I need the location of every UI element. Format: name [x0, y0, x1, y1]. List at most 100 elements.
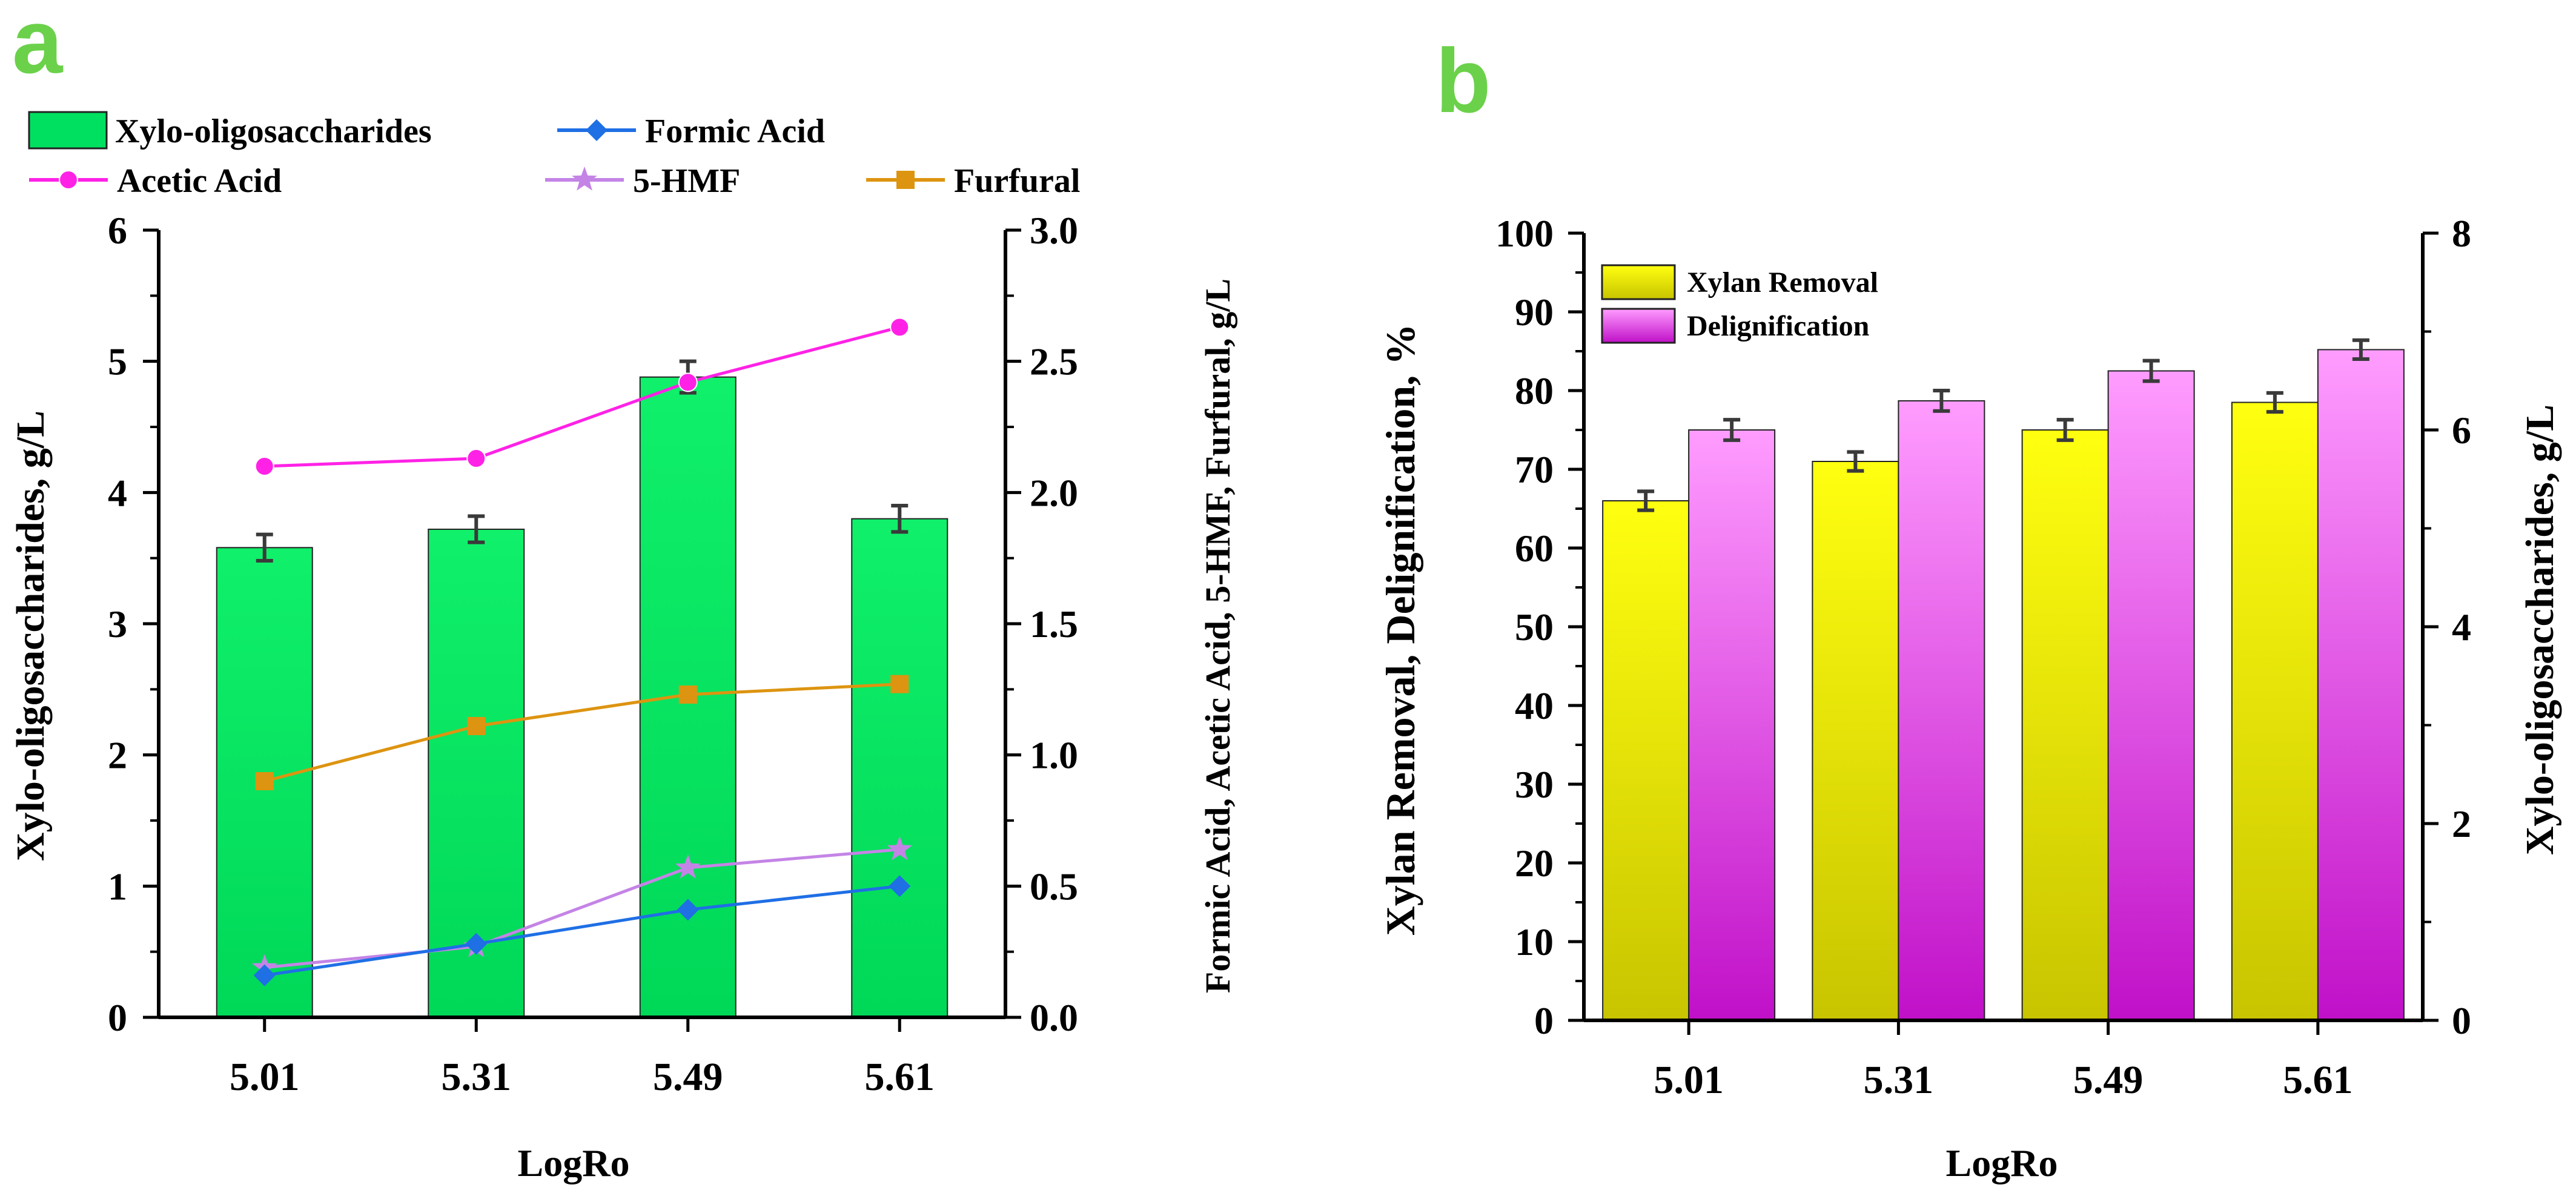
y-right-tick-label-2.5: 2.5 — [1030, 340, 1078, 383]
x-tick-label-5.61: 5.61 — [865, 1055, 935, 1099]
y-left-tick-label-30: 30 — [1515, 763, 1554, 806]
y-right-tick-label-6: 6 — [2452, 409, 2471, 452]
acetic-acid-point-5.31 — [466, 449, 486, 468]
formic-acid-point-5.61 — [889, 875, 911, 897]
y-right-tick-label-0.0: 0.0 — [1030, 996, 1078, 1039]
panel-a-plot: 0 1 2 3 4 5 6 0.0 0.5 1.0 1.5 2.0 2.5 3.0 5.01 5.31 5.49… — [108, 209, 1078, 1099]
furfural-point-5.61 — [890, 675, 909, 693]
panel-a-legend: Xylo-oligosaccharides Formic Acid Acetic A… — [28, 111, 1080, 200]
delignification-bar-5.31 — [1898, 400, 1985, 1021]
y-left-tick-label-20: 20 — [1515, 842, 1554, 885]
y-left-tick-label-80: 80 — [1515, 369, 1554, 412]
xylan-removal-bar-5.01 — [1602, 500, 1690, 1021]
legend-label-furfural: Furfural — [954, 162, 1080, 200]
y-right-tick-label-1.5: 1.5 — [1030, 603, 1078, 646]
legend-swatch-xylo-oligosaccharides — [28, 111, 108, 150]
delignification-bar-5.61 — [2317, 349, 2405, 1021]
legend-marker-formic-acid — [586, 119, 608, 141]
formic-acid-point-5.49 — [677, 899, 699, 921]
panel-a-label: a — [12, 0, 64, 92]
y-right-tick-label-2.0: 2.0 — [1030, 471, 1078, 514]
y-right-tick-label-2: 2 — [2452, 802, 2471, 845]
panel-b-y-axis-title-left: Xylan Removal, Delignification, % — [1377, 324, 1423, 936]
legend-swatch-xylan-removal — [1601, 264, 1676, 300]
furfural-point-5.31 — [467, 717, 486, 735]
xylan-removal-errorbar-5.01 — [1637, 489, 1655, 512]
xos-bar-5.61 — [851, 518, 949, 1018]
panel-a-y-axis-title-left: Xylo-oligosaccharides, g/L — [8, 411, 53, 861]
legend-label-formic-acid: Formic Acid — [645, 113, 825, 150]
xylan-removal-errorbar-5.31 — [1847, 450, 1864, 473]
y-right-tick-label-1.0: 1.0 — [1030, 734, 1078, 777]
x-tick-label-5.01: 5.01 — [1654, 1058, 1724, 1102]
y-left-tick-label-100: 100 — [1495, 212, 1554, 255]
furfural-line — [264, 682, 900, 783]
formic-acid-point-5.31 — [465, 933, 488, 955]
furfural-point-5.01 — [255, 772, 274, 790]
xylan-removal-errorbar-5.49 — [2056, 418, 2074, 442]
acetic-acid-point-5.49 — [678, 372, 698, 392]
legend-marker-5-hmf — [572, 167, 597, 191]
y-left-tick-label-3: 3 — [108, 603, 127, 646]
delignification-bar-5.01 — [1688, 429, 1776, 1021]
xos-errorbar-5.61 — [891, 504, 909, 534]
xos-errorbar-5.31 — [468, 514, 485, 544]
x-tick-label-5.31: 5.31 — [1864, 1058, 1934, 1102]
delignification-errorbar-5.01 — [1723, 418, 1741, 442]
y-left-tick-label-10: 10 — [1515, 920, 1554, 963]
y-left-tick-label-5: 5 — [108, 340, 127, 383]
y-left-tick-label-1: 1 — [108, 865, 127, 908]
xos-errorbar-5.01 — [256, 532, 273, 563]
5-hmf-line — [264, 848, 900, 969]
delignification-errorbar-5.31 — [1933, 389, 1950, 413]
panel-b-legend: Xylan Removal Delignification — [1601, 264, 1878, 344]
legend-marker-acetic-acid — [59, 170, 78, 190]
formic-acid-point-5.01 — [253, 964, 276, 986]
legend-label-xylo-oligosaccharides: Xylo-oligosaccharides — [115, 113, 432, 150]
x-tick-label-5.49: 5.49 — [2073, 1058, 2144, 1102]
y-left-tick-label-2: 2 — [108, 734, 127, 777]
panel-b-y-axis-title-right: Xylo-oligosaccharides, g/L — [2518, 405, 2562, 855]
5-hmf-point-5.49 — [675, 854, 701, 879]
y-left-tick-label-90: 90 — [1515, 291, 1554, 334]
y-left-tick-label-4: 4 — [108, 471, 127, 514]
xylan-removal-bar-5.61 — [2231, 401, 2319, 1021]
panel-b-x-axis-title: LogRo — [1946, 1141, 2058, 1184]
y-right-tick-label-3.0: 3.0 — [1030, 209, 1078, 252]
y-left-tick-label-70: 70 — [1515, 448, 1554, 491]
xylan-removal-bar-5.49 — [2021, 429, 2109, 1021]
legend-swatch-delignification — [1601, 308, 1676, 344]
xylan-removal-bar-5.31 — [1812, 461, 1899, 1021]
panel-a: a Xylo-oligosaccharides Formic Acid Acetic… — [8, 0, 1237, 1184]
x-tick-label-5.49: 5.49 — [653, 1055, 723, 1099]
legend-label-acetic-acid: Acetic Acid — [117, 162, 282, 200]
y-left-tick-label-60: 60 — [1515, 527, 1554, 570]
y-right-tick-label-8: 8 — [2452, 212, 2471, 255]
y-left-tick-label-0: 0 — [1534, 999, 1554, 1042]
y-left-tick-label-6: 6 — [108, 209, 127, 252]
acetic-acid-point-5.61 — [890, 317, 910, 337]
delignification-errorbar-5.49 — [2142, 358, 2160, 383]
y-left-tick-label-50: 50 — [1515, 606, 1554, 649]
y-right-tick-label-4: 4 — [2452, 606, 2471, 649]
legend-label-delignification: Delignification — [1687, 310, 1869, 342]
5-hmf-point-5.61 — [887, 836, 913, 860]
legend-label-5-hmf: 5-HMF — [633, 162, 740, 200]
y-right-tick-label-0.5: 0.5 — [1030, 865, 1078, 908]
panel-b-label: b — [1435, 30, 1491, 131]
panel-b-plot: 0 10 20 30 40 50 60 70 80 90 100 0 2 4 6 8 5.01 5.31 5.49 5… — [1495, 212, 2471, 1102]
x-tick-label-5.61: 5.61 — [2283, 1058, 2353, 1102]
y-right-tick-label-0: 0 — [2452, 999, 2471, 1042]
furfural-point-5.49 — [678, 685, 697, 704]
panel-a-y-axis-title-right: Formic Acid, Acetic Acid, 5-HMF, Furfura… — [1198, 279, 1237, 993]
delignification-bar-5.49 — [2107, 370, 2195, 1021]
legend-label-xylan-removal: Xylan Removal — [1687, 266, 1878, 299]
acetic-acid-line — [264, 325, 900, 468]
acetic-acid-point-5.01 — [254, 457, 274, 476]
y-left-tick-label-0: 0 — [108, 996, 127, 1039]
x-tick-label-5.31: 5.31 — [442, 1055, 512, 1099]
y-left-tick-label-40: 40 — [1515, 684, 1554, 727]
formic-acid-line — [264, 884, 900, 977]
panel-a-x-axis-title: LogRo — [518, 1141, 630, 1184]
